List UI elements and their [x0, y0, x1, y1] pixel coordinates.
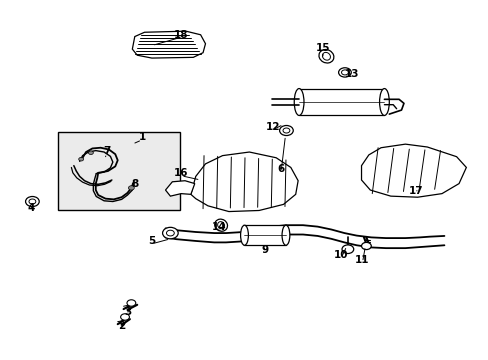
- Text: 8: 8: [131, 179, 138, 189]
- Ellipse shape: [379, 89, 388, 116]
- Ellipse shape: [240, 225, 248, 245]
- Circle shape: [121, 314, 129, 320]
- Polygon shape: [190, 152, 298, 212]
- Text: 17: 17: [408, 186, 423, 196]
- Circle shape: [29, 199, 36, 204]
- Circle shape: [25, 197, 39, 207]
- Text: 18: 18: [174, 30, 188, 40]
- Bar: [244, 225, 285, 245]
- Ellipse shape: [214, 219, 227, 231]
- Bar: [299, 89, 384, 116]
- Text: 1: 1: [138, 132, 145, 142]
- Circle shape: [128, 186, 134, 190]
- Polygon shape: [165, 181, 194, 196]
- Text: 2: 2: [118, 321, 125, 331]
- Polygon shape: [361, 144, 466, 197]
- Ellipse shape: [294, 89, 304, 116]
- Text: 16: 16: [174, 168, 188, 178]
- Ellipse shape: [282, 225, 289, 245]
- Polygon shape: [132, 31, 205, 58]
- Text: 7: 7: [103, 145, 110, 156]
- Text: 11: 11: [354, 255, 369, 265]
- Text: 9: 9: [261, 244, 268, 255]
- Ellipse shape: [217, 222, 224, 229]
- Circle shape: [338, 68, 350, 77]
- Circle shape: [341, 70, 347, 75]
- Text: 12: 12: [265, 122, 280, 132]
- Text: 3: 3: [123, 307, 131, 317]
- Text: 15: 15: [316, 43, 330, 53]
- Circle shape: [166, 230, 174, 236]
- Circle shape: [341, 245, 353, 253]
- Text: 13: 13: [344, 69, 358, 79]
- Text: 4: 4: [27, 203, 35, 213]
- Circle shape: [162, 227, 178, 239]
- Text: 6: 6: [277, 164, 284, 174]
- Circle shape: [279, 126, 293, 135]
- Circle shape: [127, 300, 136, 306]
- Circle shape: [88, 151, 93, 154]
- Ellipse shape: [318, 50, 333, 63]
- Ellipse shape: [322, 53, 330, 60]
- Text: 5: 5: [148, 236, 155, 246]
- Circle shape: [361, 242, 370, 249]
- Text: 10: 10: [333, 250, 347, 260]
- Text: 14: 14: [211, 222, 226, 232]
- Circle shape: [79, 157, 83, 161]
- Circle shape: [283, 128, 289, 133]
- Bar: [58, 132, 180, 211]
